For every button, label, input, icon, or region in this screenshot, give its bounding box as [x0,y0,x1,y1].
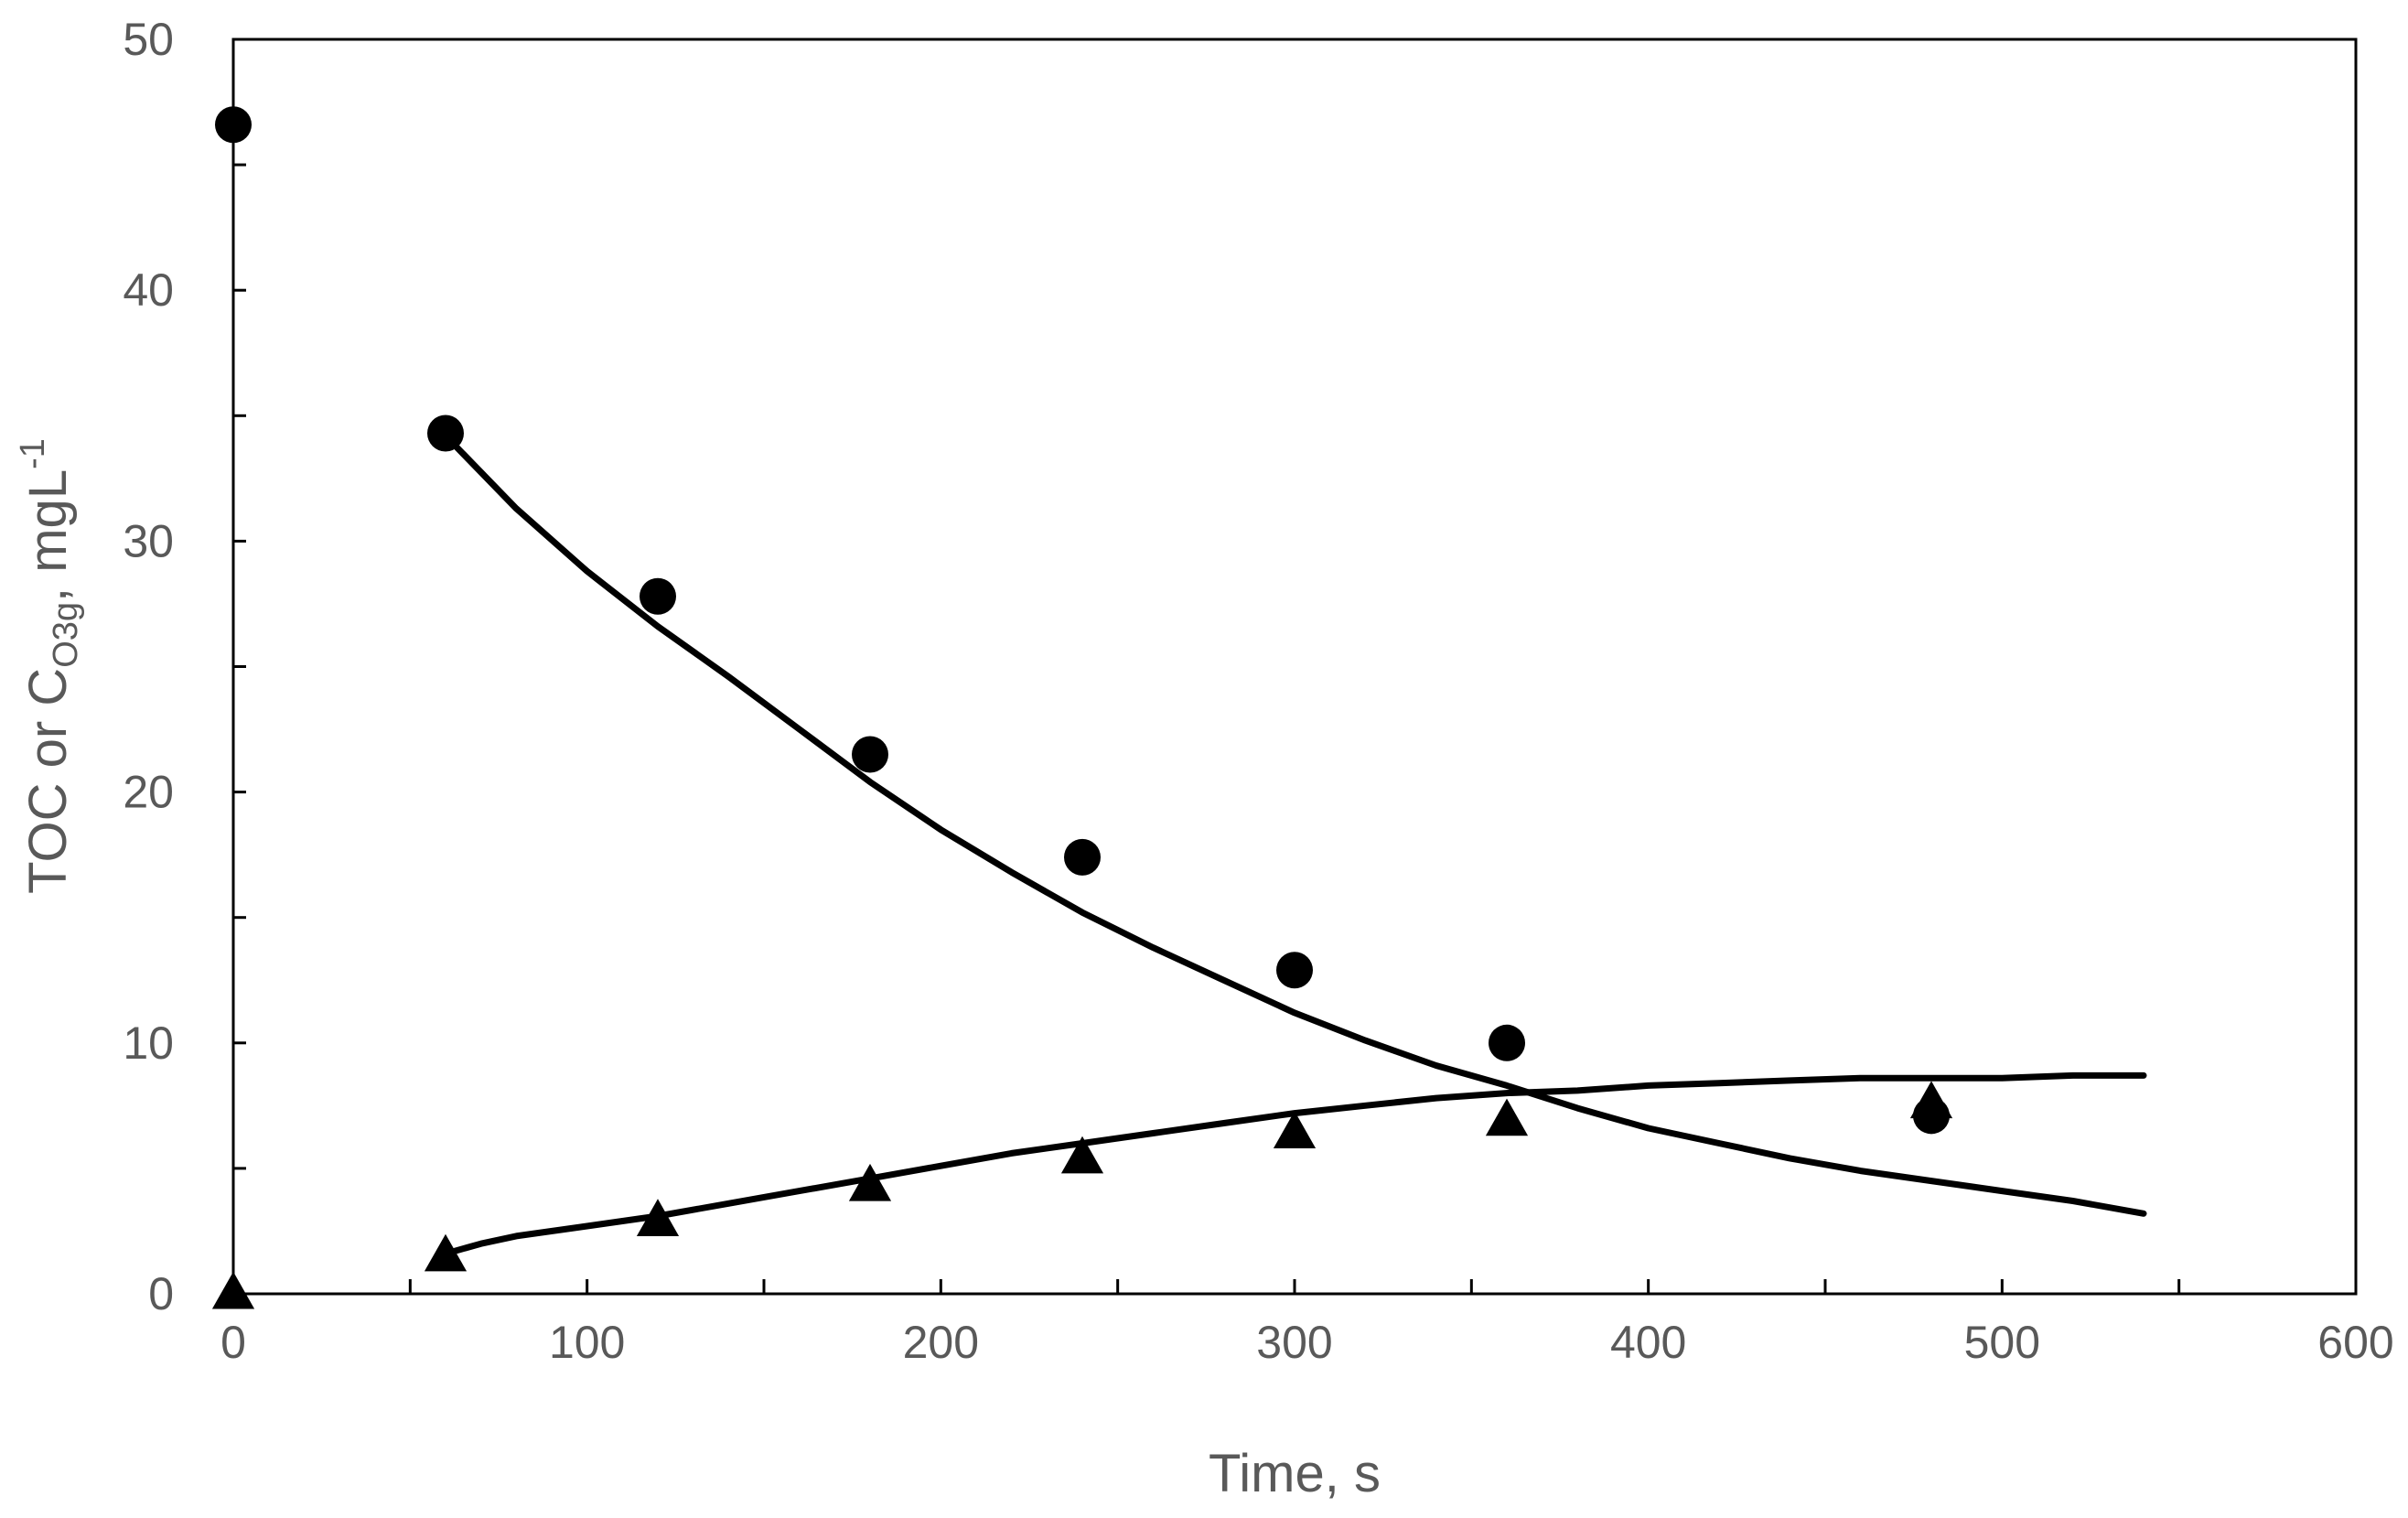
ozone-fit-line [442,1071,2147,1257]
y-tick-label-10: 10 [123,1017,174,1069]
y-tick-label-30: 30 [123,515,174,566]
ozone-point [636,1199,680,1236]
y-axis-title-main: TOC or C [18,668,78,894]
y-axis-title-superscript: -1 [14,438,52,469]
y-axis-title: TOC or CO3g, mgL-1 [14,438,85,894]
toc-point [1489,1024,1525,1061]
fit-lines [442,432,2147,1257]
ozone-point [211,1271,255,1309]
toc-point [1276,952,1313,989]
x-axis-ticks [231,1279,2358,1294]
ozone-point [1273,1111,1317,1148]
x-tick-label-0: 0 [220,1317,246,1368]
y-axis-tick-labels: 0 10 20 30 40 50 [123,14,174,1319]
y-tick-label-40: 40 [123,264,174,316]
ozone-point [848,1163,892,1201]
ozone-point [1485,1098,1529,1136]
data-points [211,106,1953,1309]
y-tick-label-50: 50 [123,14,174,65]
x-axis-tick-labels: 0 100 200 300 400 500 600 [220,1317,2394,1368]
toc-point [427,414,464,452]
x-tick-label-400: 400 [1610,1317,1686,1368]
y-axis-title-suffix: , mgL [18,469,78,602]
ozone-point [1060,1136,1104,1174]
plot-area [231,38,2358,1296]
x-tick-label-200: 200 [903,1317,979,1368]
toc-point [1064,838,1101,876]
ozone-point [1909,1081,1953,1119]
toc-point [852,736,888,773]
toc-point [640,577,676,615]
y-tick-label-0: 0 [148,1268,174,1319]
y-tick-label-20: 20 [123,767,174,818]
y-axis-title-subscript: O3g [47,602,85,668]
toc-fit-line [442,432,2147,1217]
ozone-point [424,1233,468,1272]
x-tick-label-100: 100 [549,1317,625,1368]
toc-point [215,106,252,144]
x-tick-label-300: 300 [1256,1317,1332,1368]
x-axis-title: Time, s [1209,1444,1381,1503]
x-tick-label-600: 600 [2317,1317,2393,1368]
x-tick-label-500: 500 [1964,1317,2040,1368]
